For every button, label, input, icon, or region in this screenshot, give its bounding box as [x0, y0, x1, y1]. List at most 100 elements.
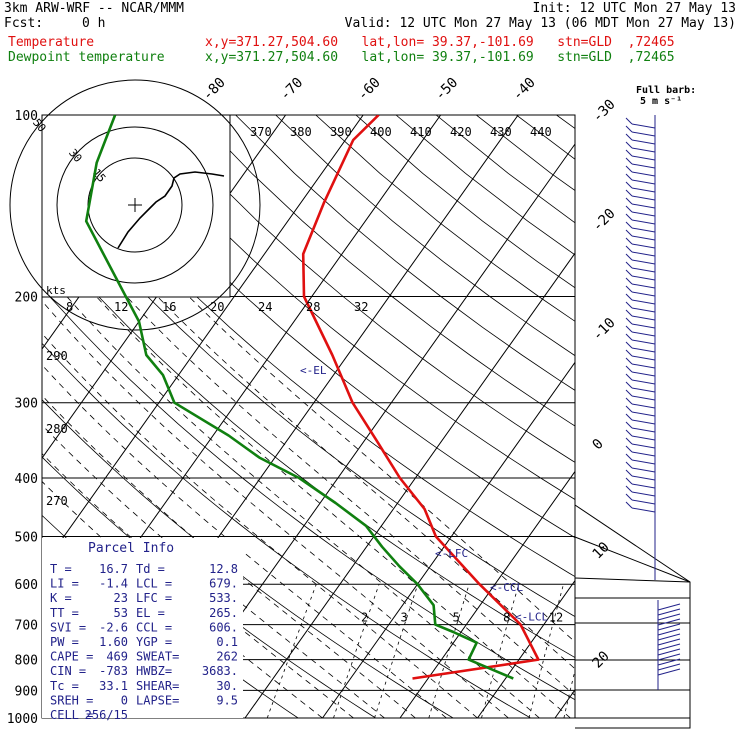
wind-barb	[631, 187, 656, 193]
moist-adiabat	[188, 296, 575, 643]
dry-adiabat	[74, 115, 575, 539]
dry-adiabat	[42, 287, 575, 701]
theta-label: 390	[330, 125, 352, 139]
parcel-info-value: -783	[99, 664, 128, 678]
isotherm-label: -50	[432, 75, 461, 104]
wind-barb	[625, 117, 633, 125]
wind-barb	[631, 131, 656, 137]
wind-barb	[625, 125, 633, 133]
temperature-profile	[301, 115, 540, 680]
parcel-info-key: T =	[50, 562, 72, 576]
hodograph-frame	[41, 114, 231, 298]
isotherm-label: 20	[590, 648, 613, 671]
dry-adiabat	[395, 115, 575, 256]
parcel-info-value: 0	[121, 693, 128, 707]
moist-adiabat	[42, 394, 416, 718]
parcel-info-key: SHEAR=	[136, 679, 179, 693]
parcel-info-key: YGP =	[136, 635, 172, 649]
dewpoint-profile	[84, 115, 514, 680]
parcel-info-value: 30.	[216, 679, 238, 693]
wind-barb	[625, 373, 633, 381]
wind-barb	[625, 317, 633, 325]
wind-barb	[631, 339, 656, 345]
temperature-legend: Temperature	[8, 35, 95, 50]
wind-barb	[625, 421, 633, 429]
parcel-info-key: K =	[50, 591, 72, 605]
wind-barb	[657, 603, 681, 611]
wind-barb	[631, 147, 656, 153]
parcel-info-key: CCL =	[136, 620, 172, 634]
parcel-level-label: <-LFC	[435, 547, 468, 560]
wind-barb	[631, 499, 656, 505]
parcel-info-value: 16.7	[99, 562, 128, 576]
isotherm-line	[42, 115, 364, 569]
frame-extension-line	[574, 577, 691, 583]
barb-key-units: 5 m s⁻¹	[640, 96, 682, 107]
wind-barb	[631, 475, 656, 481]
moist-adiabat	[96, 296, 571, 718]
hodograph-speed-label: 20	[210, 300, 224, 314]
hodograph-speed-label: 32	[354, 300, 368, 314]
wind-barb	[657, 663, 681, 671]
wind-barb	[631, 459, 656, 465]
parcel-info-value: 533.	[209, 591, 238, 605]
wind-barb	[631, 251, 656, 257]
hodograph-speed-label: 12	[114, 300, 128, 314]
wind-barb	[625, 165, 633, 173]
parcel-info-value: 23	[114, 591, 128, 605]
isotherm-label: -40	[510, 75, 539, 104]
wind-barb	[657, 653, 681, 661]
mixing-ratio-label: 5	[453, 611, 460, 625]
temperature-location: x,y=371.27,504.60 lat,lon= 39.37,-101.69…	[205, 35, 675, 50]
theta-label: 290	[46, 349, 68, 363]
parcel-info-value: 3683.	[202, 664, 238, 678]
dry-adiabat	[195, 115, 575, 427]
pressure-label: 1000	[7, 712, 38, 727]
parcel-info-key: PW =	[50, 635, 79, 649]
wind-barb	[631, 331, 656, 337]
wind-barb	[625, 285, 633, 293]
wind-barb	[631, 371, 656, 377]
hodograph-speed-label: 24	[258, 300, 272, 314]
moist-adiabat	[126, 296, 575, 696]
hodograph-trace	[117, 171, 225, 249]
parcel-info-value: 679.	[209, 577, 238, 591]
wind-barb	[625, 389, 633, 397]
theta-label: 270	[46, 494, 68, 508]
wind-barb	[631, 363, 656, 369]
wind-barb	[631, 155, 656, 161]
parcel-info-key: HWBZ=	[136, 664, 172, 678]
wind-barb	[625, 469, 633, 477]
wind-barb	[625, 245, 633, 253]
wind-barb	[631, 451, 656, 457]
wind-barb	[625, 237, 633, 245]
mixing-ratio-line	[592, 584, 623, 718]
isotherm-line	[322, 361, 575, 718]
wind-barb	[631, 427, 656, 433]
parcel-info-box: Parcel Info T = 16.7 Td = 12.8 LI = -1.4 LCL =…	[42, 538, 243, 722]
parcel-level-label: <-LCL	[515, 611, 548, 624]
theta-label: 370	[250, 125, 272, 139]
wind-barb	[625, 453, 633, 461]
dry-adiabat	[435, 115, 575, 224]
wind-barb	[631, 467, 656, 473]
wind-barb	[657, 618, 681, 626]
wind-barb	[631, 315, 656, 321]
wind-barb	[657, 613, 681, 621]
parcel-info-key: EL =	[136, 606, 165, 620]
parcel-info-value: 469	[106, 650, 128, 664]
dry-adiabat	[42, 342, 532, 718]
wind-barb	[625, 437, 633, 445]
mixing-ratio-label: 12	[549, 611, 563, 625]
wind-barb	[631, 203, 656, 209]
parcel-info-key: Tc =	[50, 679, 79, 693]
theta-label: 400	[370, 125, 392, 139]
wind-barb	[631, 235, 656, 241]
wind-barb	[625, 309, 633, 317]
isotherm-label: 10	[590, 539, 613, 562]
forecast-value: 0 h	[82, 16, 106, 31]
parcel-info-value: 9.5	[216, 693, 238, 707]
wind-barb	[625, 485, 633, 493]
isotherm-line	[554, 688, 575, 718]
mixing-ratio-line	[266, 584, 317, 718]
